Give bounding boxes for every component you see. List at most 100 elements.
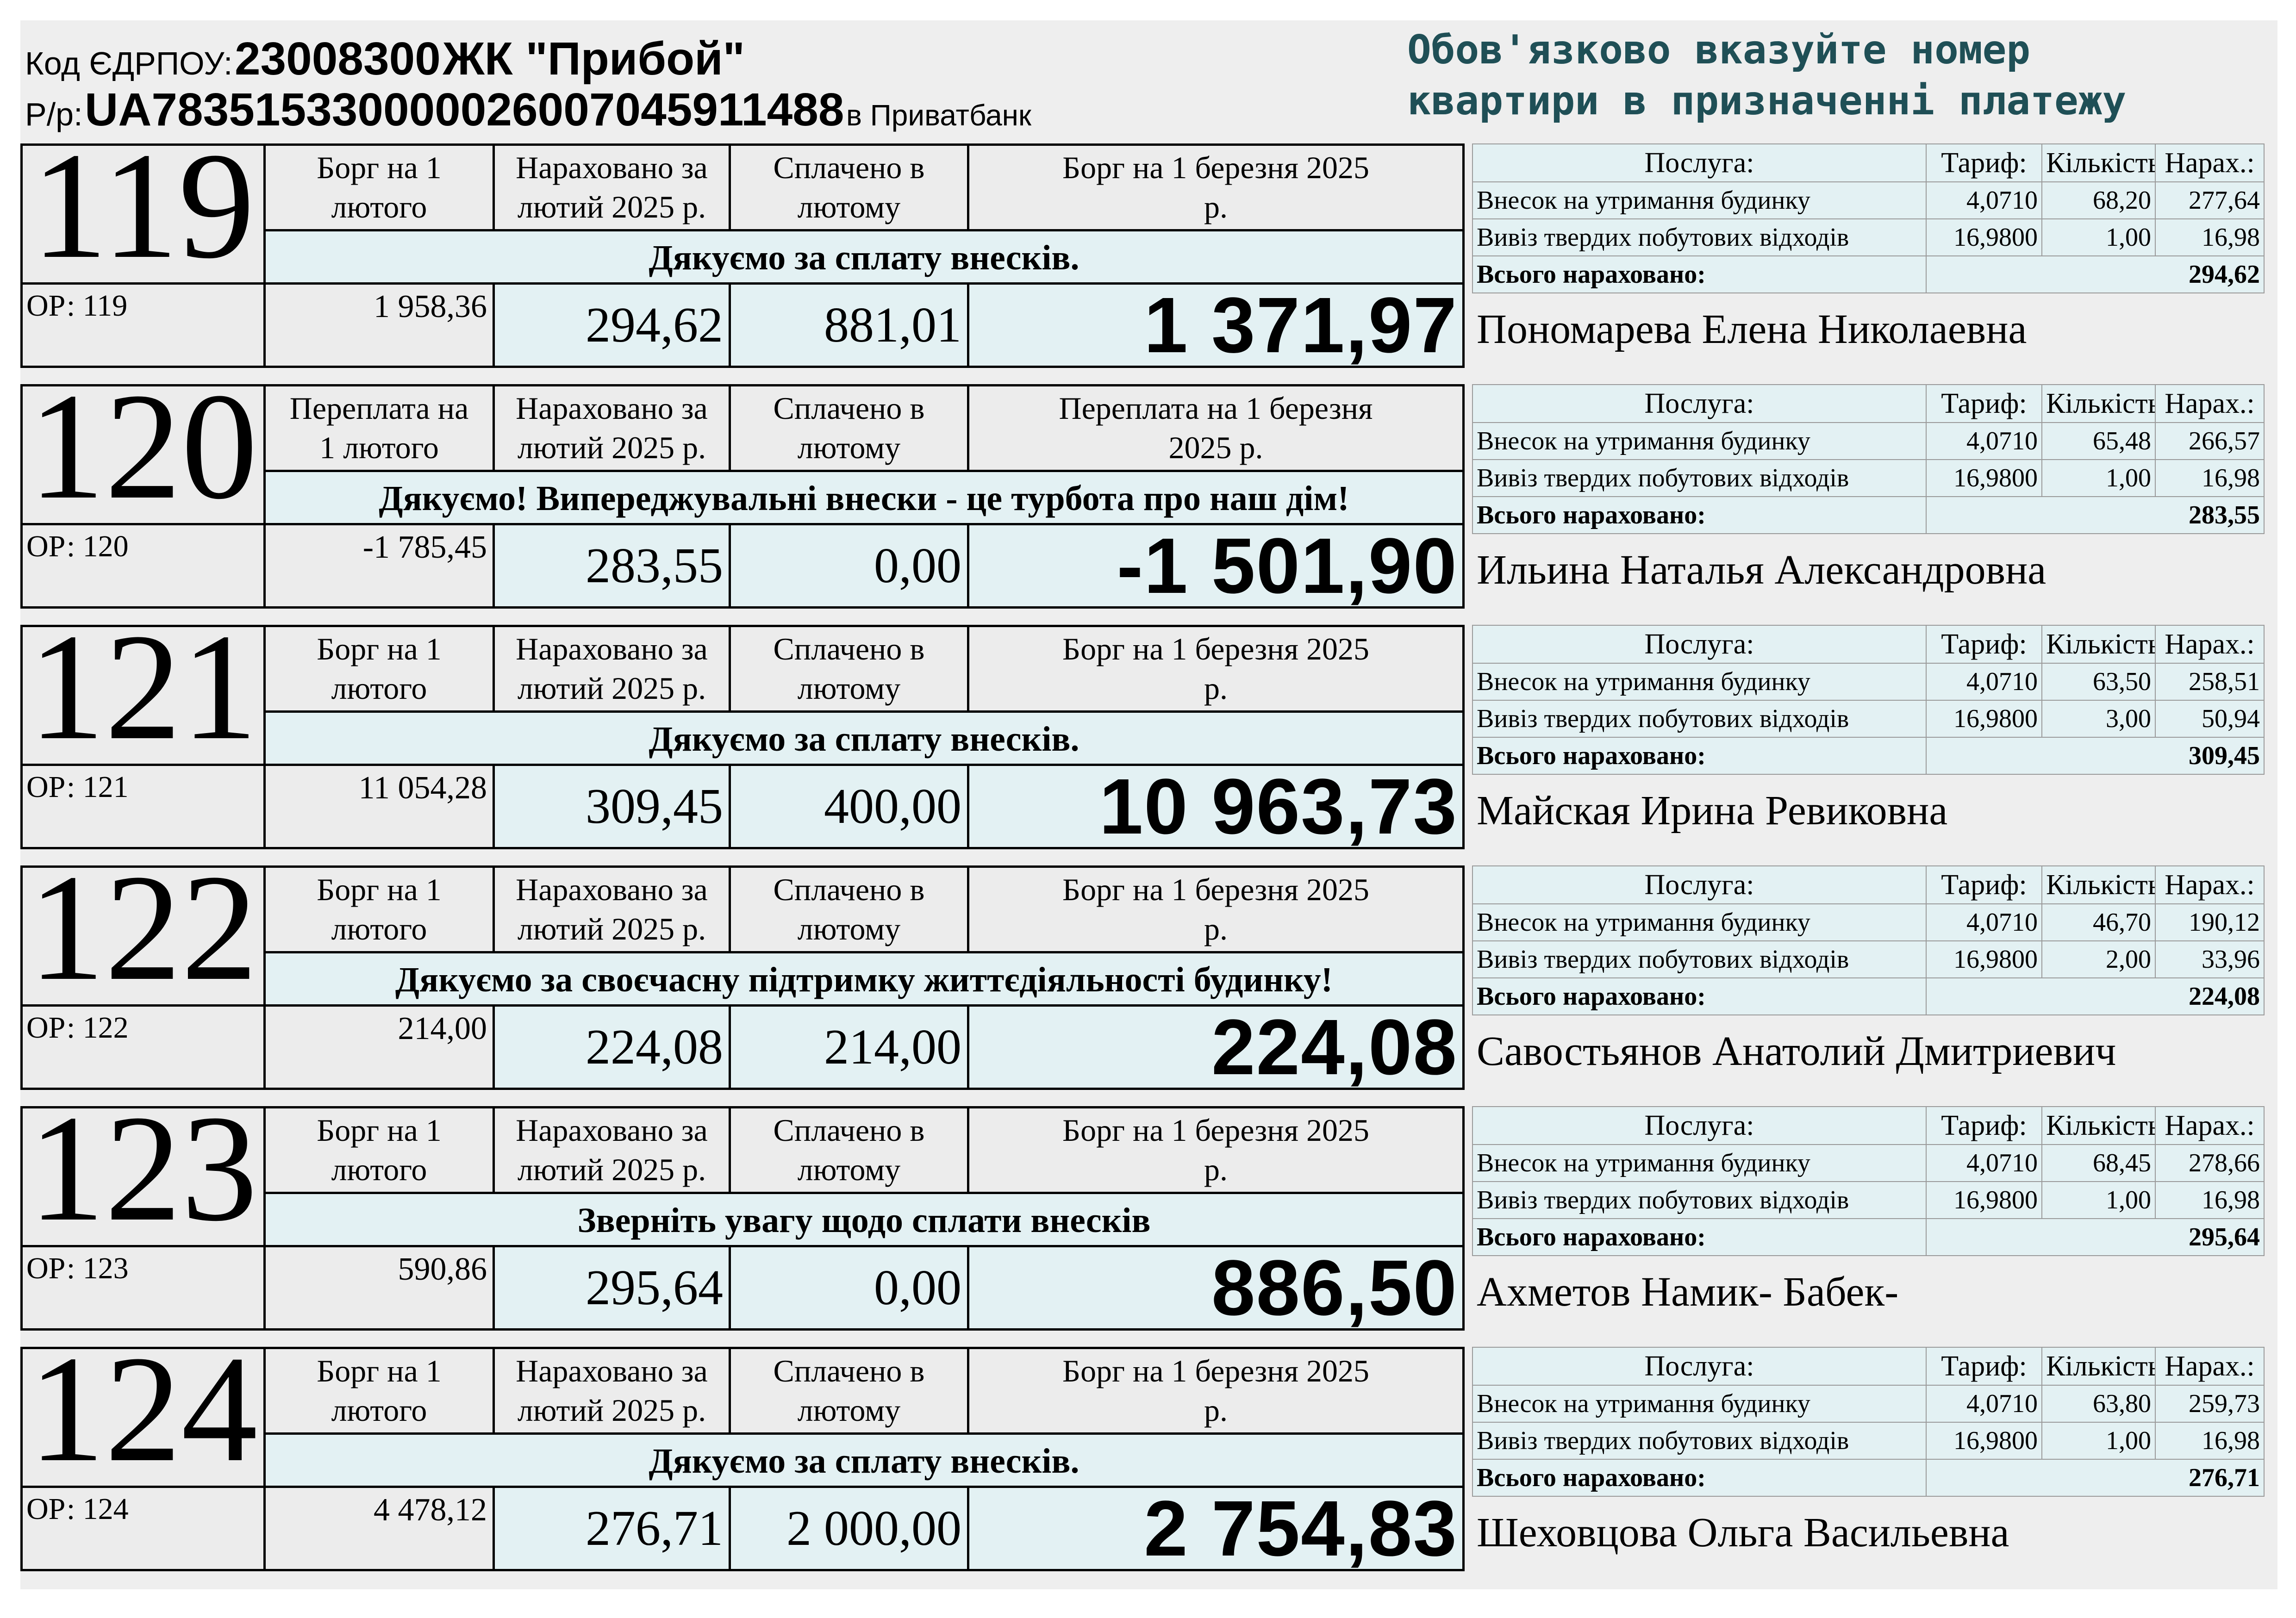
total-label: Всього нараховано: xyxy=(1472,496,1927,534)
charged-value: 224,08 xyxy=(493,1004,731,1090)
services-table: Послуга: Тариф: Кількість: Нарах.: Внесо… xyxy=(1472,384,2265,534)
service-quantity: 3,00 xyxy=(2041,700,2156,738)
charged-label: Нараховано за лютий 2025 р. xyxy=(516,872,708,946)
service-quantity: 68,45 xyxy=(2041,1144,2156,1182)
service-row: Вивіз твердих побутових відходів 16,9800… xyxy=(1472,1422,2265,1460)
charge-col-header: Нарах.: xyxy=(2155,865,2265,904)
service-row: Внесок на утримання будинку 4,0710 68,20… xyxy=(1472,181,2265,219)
paid-value: 2 000,00 xyxy=(729,1486,969,1571)
code-value: 23008300 xyxy=(234,33,441,85)
service-name: Внесок на утримання будинку xyxy=(1472,1385,1927,1423)
quantity-col-header: Кількість: xyxy=(2041,384,2156,423)
status-message: Дякуємо за сплату внесків. xyxy=(263,710,1465,768)
services-table: Послуга: Тариф: Кількість: Нарах.: Внесо… xyxy=(1472,143,2265,293)
service-col-header: Послуга: xyxy=(1472,384,1927,423)
owner-name: Пономарева Елена Николаевна xyxy=(1477,306,2027,352)
status-message: Зверніть увагу щодо сплати внесків xyxy=(263,1192,1465,1250)
code-label: Код ЄДРПОУ: xyxy=(25,45,233,81)
charged-header: Нараховано за лютий 2025 р. xyxy=(493,143,731,231)
total-value: 224,08 xyxy=(1926,977,2265,1015)
end-balance-header: Борг на 1 березня 2025 р. xyxy=(967,1347,1465,1435)
total-value: 309,45 xyxy=(1926,737,2265,775)
status-message-text: Зверніть увагу щодо сплати внесків xyxy=(577,1201,1151,1240)
paid-value: 881,01 xyxy=(729,282,969,368)
service-tariff: 4,0710 xyxy=(1926,663,2042,701)
end-balance-value: 886,50 xyxy=(967,1244,1465,1332)
charge-col-header: Нарах.: xyxy=(2155,625,2265,664)
start-balance-label: Борг на 1 лютого xyxy=(317,872,442,946)
start-balance-value: 214,00 xyxy=(263,1004,495,1090)
services-header-row: Послуга: Тариф: Кількість: Нарах.: xyxy=(1472,865,2265,904)
charged-value: 276,71 xyxy=(493,1486,731,1571)
end-balance-header: Борг на 1 березня 2025 р. xyxy=(967,143,1465,231)
owner-name: Ильина Наталья Александровна xyxy=(1477,547,2046,593)
header-code-line: Код ЄДРПОУ: 23008300 ЖК "Прибой" xyxy=(25,32,745,86)
services-table: Послуга: Тариф: Кількість: Нарах.: Внесо… xyxy=(1472,1106,2265,1256)
end-balance-label: Борг на 1 березня 2025 р. xyxy=(1062,1353,1369,1428)
service-name: Внесок на утримання будинку xyxy=(1472,903,1927,941)
service-name: Вивіз твердих побутових відходів xyxy=(1472,940,1927,978)
paid-label: Сплачено в лютому xyxy=(773,391,925,465)
op-cell: ОР: 122 xyxy=(20,1004,266,1090)
owner-name: Шеховцова Ольга Васильевна xyxy=(1477,1510,2009,1556)
services-header-row: Послуга: Тариф: Кількість: Нарах.: xyxy=(1472,384,2265,423)
quantity-col-header: Кількість: xyxy=(2041,1347,2156,1386)
quantity-col-header: Кількість: xyxy=(2041,865,2156,904)
service-quantity: 65,48 xyxy=(2041,422,2156,460)
bank-name: в Приватбанк xyxy=(846,99,1031,132)
service-sum: 16,98 xyxy=(2155,1422,2265,1460)
total-label: Всього нараховано: xyxy=(1472,1218,1927,1256)
service-sum: 16,98 xyxy=(2155,218,2265,256)
apartment-number-cell: 121 xyxy=(20,611,266,766)
paid-value: 0,00 xyxy=(729,1245,969,1331)
services-total-row: Всього нараховано: 295,64 xyxy=(1472,1218,2265,1256)
apartment-number: 123 xyxy=(28,1084,258,1253)
service-tariff: 4,0710 xyxy=(1926,422,2042,460)
services-table: Послуга: Тариф: Кількість: Нарах.: Внесо… xyxy=(1472,625,2265,775)
service-tariff: 16,9800 xyxy=(1926,459,2042,497)
service-sum: 50,94 xyxy=(2155,700,2265,738)
start-balance-value: 590,86 xyxy=(263,1245,495,1331)
charged-label: Нараховано за лютий 2025 р. xyxy=(516,631,708,706)
paid-label: Сплачено в лютому xyxy=(773,1113,925,1187)
service-quantity: 1,00 xyxy=(2041,1181,2156,1219)
start-balance-value: 11 054,28 xyxy=(263,764,495,849)
service-tariff: 4,0710 xyxy=(1926,1144,2042,1182)
service-name: Вивіз твердих побутових відходів xyxy=(1472,700,1927,738)
start-balance-label: Борг на 1 лютого xyxy=(317,631,442,706)
service-sum: 190,12 xyxy=(2155,903,2265,941)
end-balance-header: Борг на 1 березня 2025 р. xyxy=(967,1106,1465,1194)
apartment-number-cell: 122 xyxy=(20,852,266,1007)
apartment-block: 120 Переплата на 1 лютого Нараховано за … xyxy=(20,370,1465,610)
start-balance-header: Борг на 1 лютого xyxy=(263,1347,495,1435)
end-balance-value: -1 501,90 xyxy=(967,522,1465,610)
charged-header: Нараховано за лютий 2025 р. xyxy=(493,1106,731,1194)
service-row: Внесок на утримання будинку 4,0710 46,70… xyxy=(1472,903,2265,941)
total-value: 283,55 xyxy=(1926,496,2265,534)
tariff-col-header: Тариф: xyxy=(1926,143,2042,182)
services-header-row: Послуга: Тариф: Кількість: Нарах.: xyxy=(1472,143,2265,182)
paid-header: Сплачено в лютому xyxy=(729,865,969,953)
header-account-line: Р/р: UA783515330000026007045911488 в При… xyxy=(25,83,1031,137)
charged-label: Нараховано за лютий 2025 р. xyxy=(516,150,708,224)
service-quantity: 1,00 xyxy=(2041,459,2156,497)
status-message: Дякуємо за сплату внесків. xyxy=(263,229,1465,287)
service-row: Внесок на утримання будинку 4,0710 63,80… xyxy=(1472,1385,2265,1423)
end-balance-header: Переплата на 1 березня 2025 р. xyxy=(967,384,1465,472)
paid-header: Сплачено в лютому xyxy=(729,625,969,713)
service-row: Внесок на утримання будинку 4,0710 63,50… xyxy=(1472,663,2265,701)
apartment-block: 123 Борг на 1 лютого Нараховано за лютий… xyxy=(20,1092,1465,1332)
charged-value: 295,64 xyxy=(493,1245,731,1331)
start-balance-header: Борг на 1 лютого xyxy=(263,865,495,953)
status-message-text: Дякуємо за своєчасну підтримку життєдіял… xyxy=(395,960,1333,999)
apartment-number: 120 xyxy=(28,362,258,531)
start-balance-value: -1 785,45 xyxy=(263,523,495,609)
end-balance-label: Борг на 1 березня 2025 р. xyxy=(1062,872,1369,946)
paid-label: Сплачено в лютому xyxy=(773,1353,925,1428)
account-label: Р/р: xyxy=(25,96,83,132)
charged-value: 283,55 xyxy=(493,523,731,609)
services-total-row: Всього нараховано: 309,45 xyxy=(1472,737,2265,775)
tariff-col-header: Тариф: xyxy=(1926,384,2042,423)
service-row: Вивіз твердих побутових відходів 16,9800… xyxy=(1472,459,2265,497)
charged-header: Нараховано за лютий 2025 р. xyxy=(493,1347,731,1435)
